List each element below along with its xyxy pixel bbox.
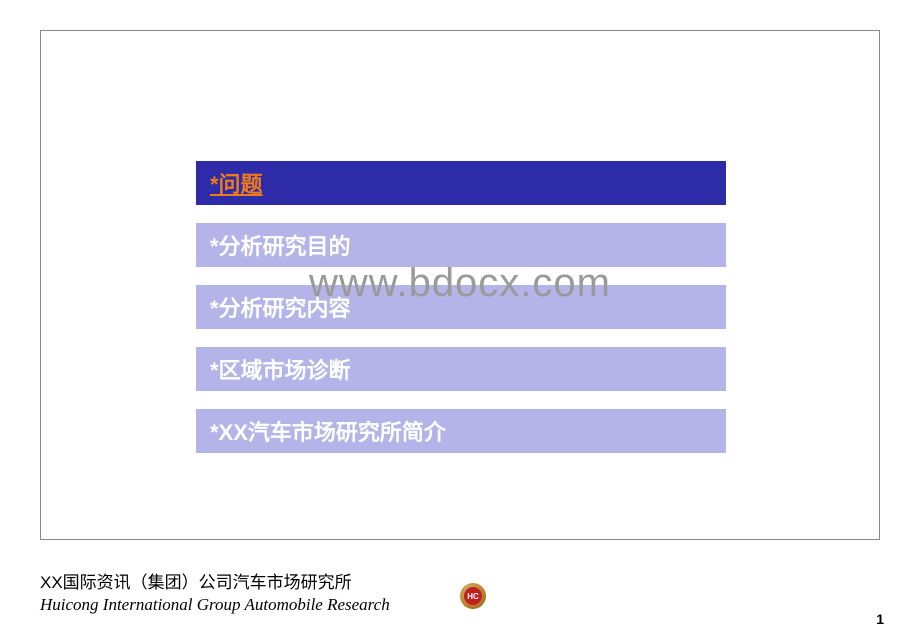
logo-text: HC <box>464 587 482 605</box>
nav-bar-purpose[interactable]: *分析研究目的 <box>196 223 726 267</box>
logo-icon: HC <box>460 583 486 609</box>
content-bars: *问题 *分析研究目的 *分析研究内容 *区域市场诊断 *XX汽车市场研究所简介 <box>196 161 726 471</box>
page-number: 1 <box>876 611 884 627</box>
nav-bar-intro[interactable]: *XX汽车市场研究所简介 <box>196 409 726 453</box>
slide-frame: *问题 *分析研究目的 *分析研究内容 *区域市场诊断 *XX汽车市场研究所简介… <box>40 30 880 540</box>
footer-cn: XX国际资讯（集团）公司汽车市场研究所 <box>40 568 880 593</box>
nav-bar-question[interactable]: *问题 <box>196 161 726 205</box>
nav-bar-label: *分析研究内容 <box>210 291 351 323</box>
nav-bar-label: *区域市场诊断 <box>210 353 351 385</box>
nav-bar-label: *问题 <box>210 167 263 199</box>
nav-bar-content[interactable]: *分析研究内容 <box>196 285 726 329</box>
nav-bar-label: *XX汽车市场研究所简介 <box>210 415 446 447</box>
nav-bar-label: *分析研究目的 <box>210 229 351 261</box>
nav-bar-diagnosis[interactable]: *区域市场诊断 <box>196 347 726 391</box>
